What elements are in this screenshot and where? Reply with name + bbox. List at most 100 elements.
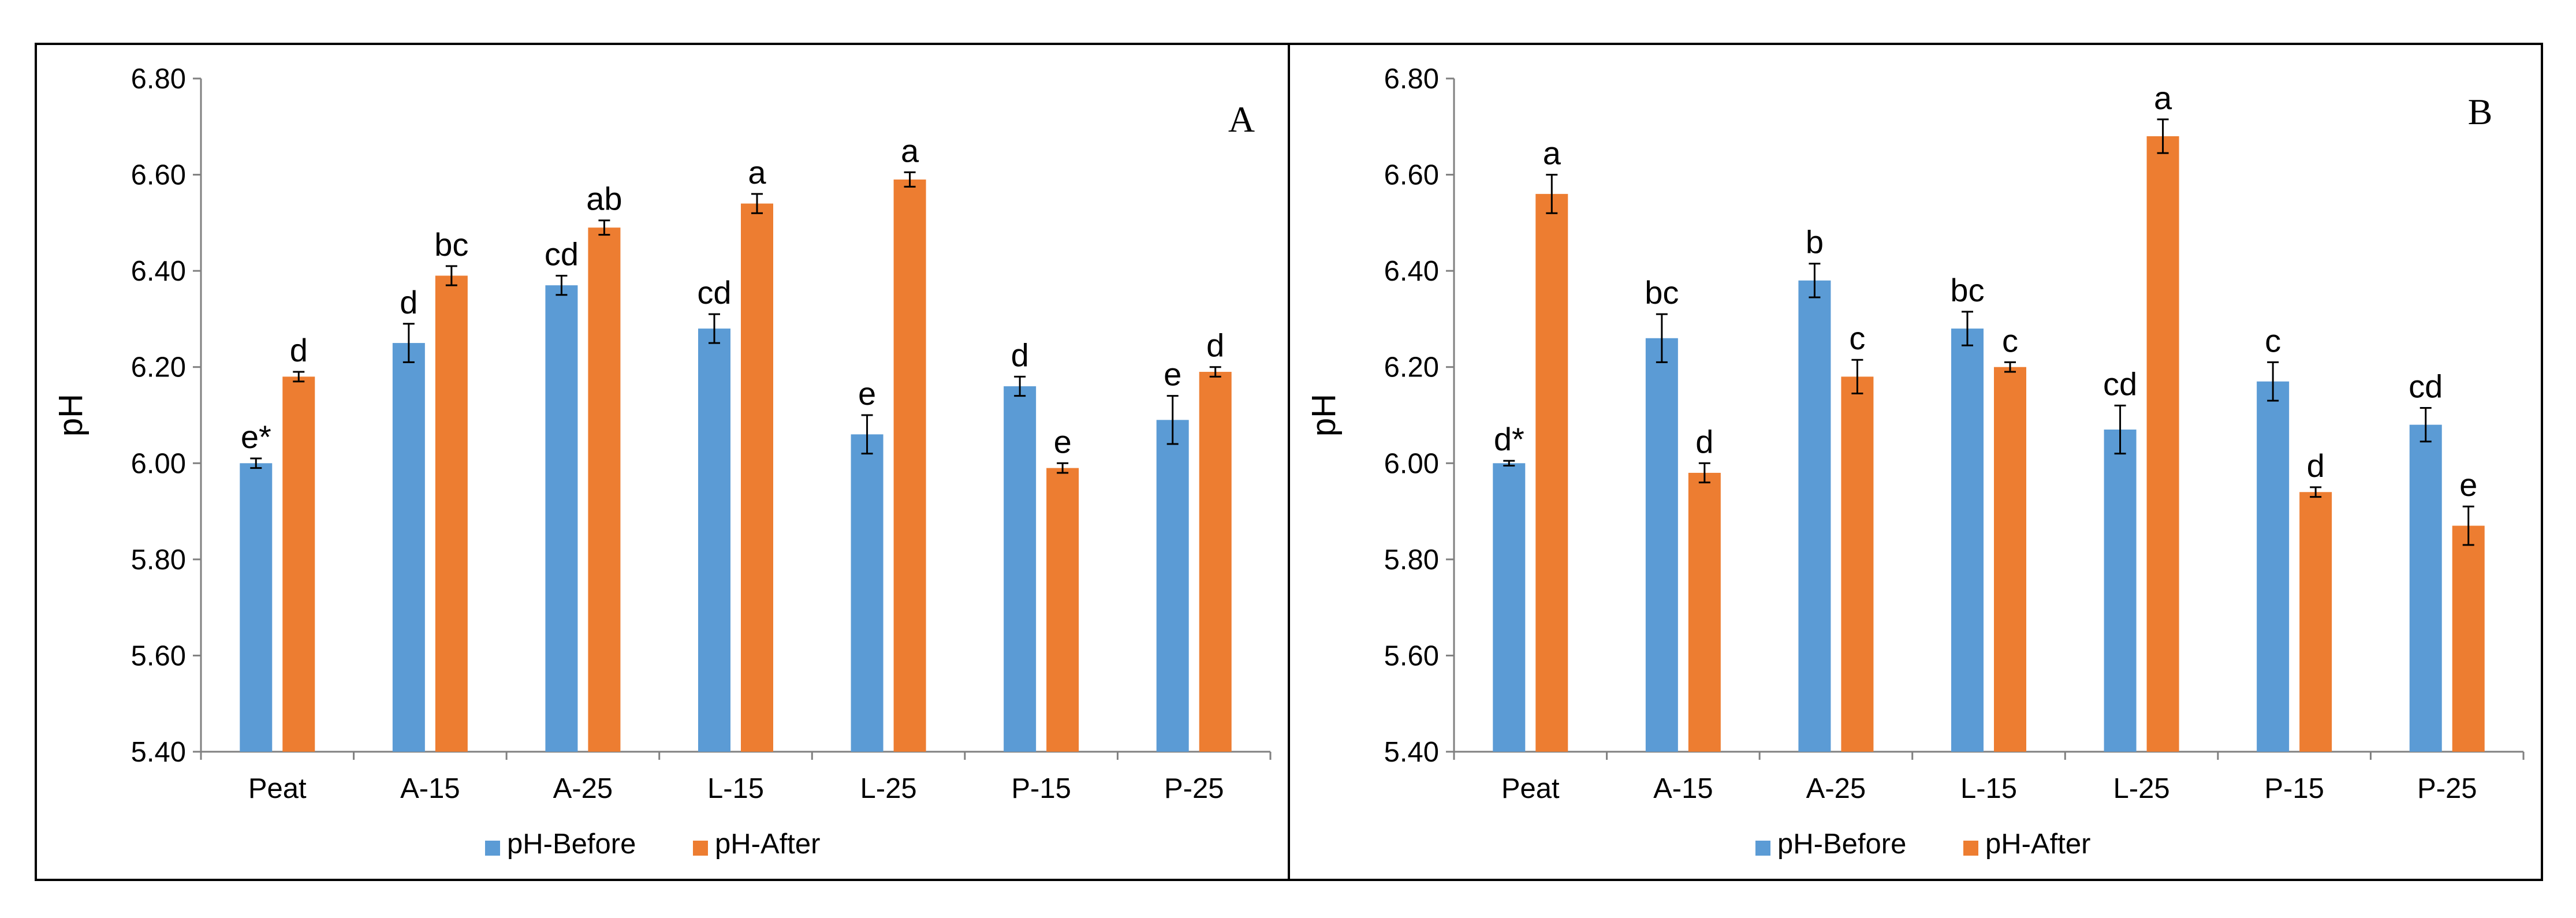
panel-a-bar-before: [1156, 420, 1189, 752]
panel-a-significance-letter: a: [748, 154, 766, 191]
panel-a-x-tick-label: P-15: [1011, 773, 1071, 804]
panel-b-panel-letter: B: [2468, 91, 2493, 132]
panel-a-significance-letter: a: [901, 132, 919, 169]
panel-b-bar-before: [1493, 463, 1526, 752]
panel-a-x-tick-label: L-15: [707, 773, 764, 804]
panel-a-significance-letter: ab: [586, 181, 622, 217]
panel-a-legend-label-before: pH-Before: [507, 829, 636, 860]
panel-b-y-tick-label: 6.20: [1384, 352, 1439, 383]
panel-b-significance-letter: cd: [2409, 368, 2443, 405]
panel-b-x-tick-label: L-15: [1960, 773, 2017, 804]
panel-b-bar-after: [2146, 136, 2179, 752]
panel-a-significance-letter: d: [1206, 327, 1224, 364]
panel-a-y-tick-label: 5.40: [131, 737, 186, 768]
panel-b-bar-before: [1645, 338, 1678, 752]
panel-b-y-axis-title: pH: [1305, 394, 1343, 436]
panel-a-bar-before: [1004, 386, 1037, 752]
panel-a: 5.40 5.60 5.80 6.00 6.20 6.40 6.60 6.80 pH A Peat A…: [52, 64, 1272, 860]
panel-a-significance-letter: e: [1164, 356, 1181, 393]
panel-b-x-tick-label: P-15: [2264, 773, 2324, 804]
panel-a-significance-letter: e*: [241, 419, 271, 455]
panel-b-significance-letter: b: [1806, 224, 1824, 260]
panel-a-x-tick-label: P-25: [1164, 773, 1224, 804]
panel-a-y-tick-label: 6.80: [131, 64, 186, 95]
panel-a-significance-letter: bc: [434, 226, 468, 263]
panel-b-x-tick-label: L-25: [2113, 773, 2170, 804]
panel-a-y-tick-label: 6.00: [131, 448, 186, 479]
panel-a-x-tick-label: A-25: [553, 773, 613, 804]
panel-a-significance-letter: e: [858, 375, 876, 412]
panel-a-bar-before: [545, 285, 578, 752]
panel-b-bar-before: [1798, 280, 1831, 752]
panel-b-significance-letter: bc: [1645, 274, 1679, 311]
panel-a-x-tick-label: Peat: [248, 773, 307, 804]
panel-b-bar-before: [2104, 429, 2137, 752]
panel-a-bar-after: [1199, 372, 1232, 752]
panel-b-bar-after: [1688, 472, 1721, 752]
panel-a-bar-before: [392, 343, 425, 752]
panel-b-y-tick-label: 6.40: [1384, 256, 1439, 287]
panel-a-legend-swatch-after: [693, 841, 708, 856]
panel-b-x-tick-label: Peat: [1501, 773, 1560, 804]
panel-a-legend-label-after: pH-After: [715, 829, 820, 860]
panel-a-significance-letter: d: [1011, 337, 1029, 373]
panel-a-bar-before: [240, 463, 273, 752]
panel-b-significance-letter: d*: [1494, 421, 1524, 457]
panel-a-bar-after: [1046, 468, 1079, 752]
panel-b-bar-after: [1994, 367, 2026, 752]
panel-b-y-tick-label: 6.00: [1384, 448, 1439, 479]
panel-a-bar-before: [698, 329, 730, 752]
panel-a-y-tick-label: 5.80: [131, 544, 186, 576]
panel-b-x-tick-label: A-25: [1806, 773, 1866, 804]
panel-b-bar-before: [2257, 381, 2290, 752]
panel-a-bar-after: [741, 203, 773, 752]
panel-b-significance-letter: c: [1849, 320, 1865, 356]
panel-a-y-tick-label: 6.20: [131, 352, 186, 383]
panel-a-significance-letter: e: [1054, 423, 1072, 460]
panel-b-frame: [1288, 43, 2543, 881]
panel-a-x-tick-label: A-15: [400, 773, 460, 804]
panel-a-y-tick-label: 6.40: [131, 256, 186, 287]
panel-a-y-axis-title: pH: [52, 394, 90, 436]
panel-b-significance-letter: bc: [1950, 272, 1984, 308]
panel-b-significance-letter: c: [2265, 322, 2281, 359]
panel-b-significance-letter: d: [2307, 447, 2325, 484]
panel-a-significance-letter: cd: [545, 236, 579, 272]
panel-a-significance-letter: d: [290, 332, 308, 368]
panel-b-bar-before: [1951, 329, 1984, 752]
panel-b-legend-label-after: pH-After: [1985, 829, 2090, 860]
panel-a-bar-before: [851, 434, 883, 752]
panel-b-bar-after: [2299, 492, 2332, 752]
panel-b-bar-after: [1841, 376, 1874, 752]
panel-a-y-tick-label: 6.60: [131, 160, 186, 191]
panel-b-significance-letter: a: [2154, 80, 2172, 116]
panel-b-legend-label-before: pH-Before: [1777, 829, 1906, 860]
panel-b-significance-letter: c: [2002, 322, 2018, 359]
panel-b-x-tick-label: P-25: [2417, 773, 2477, 804]
panel-a-panel-letter: A: [1228, 99, 1255, 140]
panel-b-bar-after: [1535, 193, 1568, 752]
panel-b-legend-swatch-after: [1963, 841, 1978, 856]
panel-a-bar-after: [588, 227, 621, 752]
panel-b-x-tick-label: A-15: [1653, 773, 1713, 804]
panel-a-significance-letter: cd: [697, 274, 731, 311]
panel-b-y-tick-label: 5.80: [1384, 544, 1439, 576]
panel-b-bar-before: [2409, 424, 2442, 752]
panel-a-significance-letter: d: [400, 284, 417, 320]
panel-b: 5.40 5.60 5.80 6.00 6.20 6.40 6.60 6.80 pH B Peat A…: [1305, 64, 2525, 860]
panel-b-y-tick-label: 5.60: [1384, 640, 1439, 671]
panel-b-y-tick-label: 6.80: [1384, 64, 1439, 95]
panel-a-legend-swatch-before: [485, 841, 500, 856]
panel-a-bar-after: [435, 275, 468, 752]
panel-b-y-tick-label: 5.40: [1384, 737, 1439, 768]
panel-b-significance-letter: e: [2459, 467, 2477, 503]
panel-b-significance-letter: d: [1695, 423, 1713, 460]
panel-a-y-tick-label: 5.60: [131, 640, 186, 671]
panel-a-bar-after: [893, 179, 926, 752]
panel-a-bar-after: [282, 376, 315, 752]
panel-a-x-tick-label: L-25: [860, 773, 917, 804]
panel-b-significance-letter: cd: [2103, 365, 2137, 402]
panel-b-y-tick-label: 6.60: [1384, 160, 1439, 191]
panel-b-legend-swatch-before: [1755, 841, 1770, 856]
